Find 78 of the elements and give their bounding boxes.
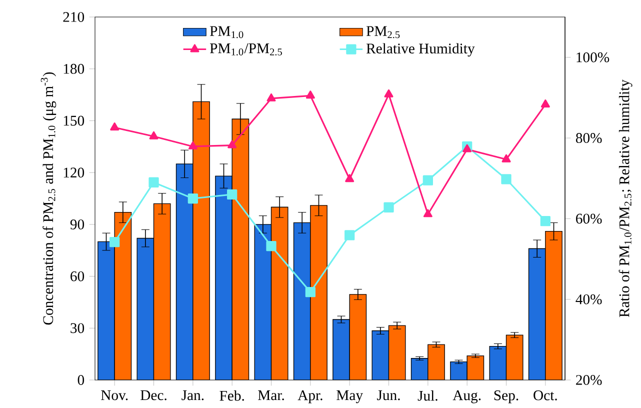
y2-tick-label: 20%: [576, 375, 602, 385]
point: [422, 175, 433, 186]
point: [345, 174, 354, 182]
point: [227, 189, 238, 200]
point: [149, 131, 158, 140]
bar: [332, 320, 350, 380]
bar: [98, 242, 115, 380]
point: [462, 144, 472, 152]
point: [305, 287, 316, 298]
bar: [528, 248, 546, 380]
point: [501, 174, 512, 184]
x-tick-label: Dec.: [140, 390, 166, 400]
bar: [310, 205, 328, 380]
y-tick-label: 120: [64, 168, 84, 178]
point: [110, 122, 120, 130]
bar: [137, 238, 154, 380]
y-tick-label: 210: [63, 12, 84, 22]
y-tick-label: 30: [70, 323, 84, 334]
bar: [467, 356, 484, 380]
bar: [192, 102, 210, 380]
bar: [254, 224, 272, 380]
bar: [506, 335, 523, 380]
bar: [411, 358, 428, 380]
point: [423, 209, 432, 218]
point: [188, 141, 198, 150]
point: [110, 236, 120, 248]
x-tick-label: May: [336, 390, 363, 404]
bar: [215, 176, 232, 380]
y2-tick-label: 40%: [576, 294, 602, 304]
x-tick-label: Mar.: [258, 390, 284, 400]
point: [266, 241, 276, 252]
point: [384, 202, 394, 212]
y-tick-label: 150: [64, 116, 84, 126]
point: [540, 99, 550, 108]
x-tick-label: Oct.: [534, 390, 557, 400]
bar: [154, 204, 170, 380]
x-tick-label: Apr.: [298, 390, 322, 404]
point: [540, 216, 550, 226]
bar: [350, 294, 366, 380]
bar: [114, 212, 132, 380]
y-tick-label: 180: [64, 64, 84, 74]
y2-tick-label: 80%: [576, 133, 602, 143]
y-axis-title: Concentration of PM$_{2.5}$ and PM$_{1.0}$ (μg m$^{-3}$): [40, 72, 56, 325]
bar: [450, 362, 468, 380]
bar: [428, 344, 445, 380]
point: [384, 89, 394, 98]
point: [188, 193, 198, 204]
bar: [545, 231, 562, 380]
legend-label: PM$_{1.0}$/PM$_{2.5}$: [210, 43, 282, 56]
point: [502, 154, 511, 162]
point: [266, 93, 276, 102]
x-tick-label: Jul.: [418, 390, 438, 401]
point: [228, 140, 237, 148]
bar: [388, 326, 406, 380]
legend-label: PM$_{1.0}$: [210, 26, 244, 38]
bar: [490, 346, 506, 380]
point: [306, 90, 315, 99]
y-tick-label: 90: [70, 219, 84, 230]
y-tick-label: 60: [70, 271, 84, 282]
bar: [176, 164, 193, 380]
y-tick-label: 0: [78, 375, 84, 385]
legend-label: PM$_{2.5}$: [366, 26, 400, 38]
bar: [372, 330, 389, 380]
y2-tick-label: 100%: [576, 52, 610, 62]
bar: [232, 118, 249, 380]
x-tick-label: Feb.: [220, 390, 244, 401]
bar: [271, 207, 288, 380]
point: [344, 230, 355, 240]
y2-axis-title: Ratio of PM$_{1.0}$/PM$_{2.5}$; Relative humidity: [618, 80, 632, 318]
bar: [294, 222, 310, 380]
x-tick-label: Aug.: [452, 390, 481, 404]
legend-label: Relative Humidity: [366, 43, 475, 57]
point: [148, 177, 159, 188]
x-tick-label: Jun.: [377, 390, 400, 400]
x-tick-label: Nov.: [101, 390, 128, 400]
x-tick-label: Jan.: [182, 390, 204, 400]
y2-tick-label: 60%: [576, 214, 602, 224]
x-tick-label: Sep.: [494, 390, 518, 404]
